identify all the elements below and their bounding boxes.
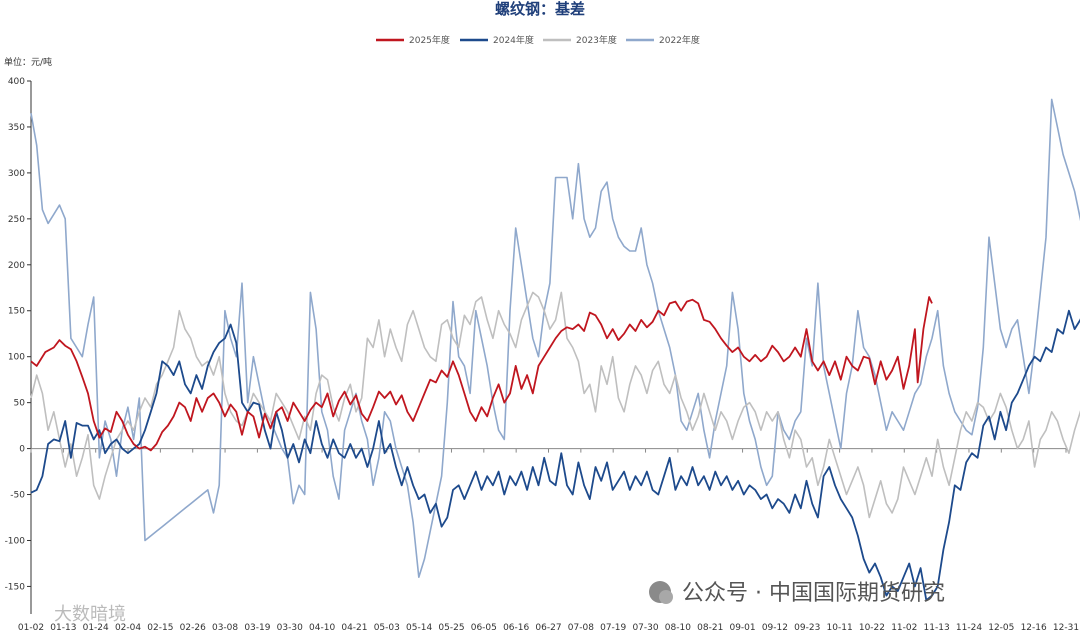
series-line-3	[30, 98, 1080, 578]
x-tick-label: 09-12	[762, 623, 788, 633]
legend-label: 2024年度	[493, 34, 534, 46]
y-tick-label: 400	[8, 77, 25, 87]
x-tick-label: 12-16	[1021, 623, 1047, 633]
y-tick-label: 250	[8, 215, 25, 225]
x-tick-label: 01-13	[50, 623, 76, 633]
x-tick-label: 02-26	[180, 623, 206, 633]
x-tick-label: 02-15	[147, 623, 173, 633]
y-axis: 400 350 300 250 200 150 100 50 0 -50 -100 -150	[5, 77, 32, 614]
x-tick-label: 07-30	[632, 623, 658, 633]
legend-label: 2022年度	[659, 34, 700, 46]
y-tick-label: 300	[8, 169, 25, 179]
x-tick-label: 04-21	[341, 623, 367, 633]
x-tick-label: 05-03	[374, 623, 400, 633]
x-tick-label: 11-24	[956, 623, 982, 633]
x-tick-label: 03-19	[244, 623, 270, 633]
y-tick-label: 350	[8, 123, 25, 133]
x-tick-label: 06-05	[471, 623, 497, 633]
y-tick-label: -150	[5, 582, 26, 592]
watermark-text: 公众号 · 中国国际期货研究	[682, 581, 945, 606]
x-tick-label: 09-01	[729, 623, 755, 633]
x-tick-label: 10-11	[827, 623, 853, 633]
series-group	[30, 98, 1080, 602]
x-tick-label: 03-30	[277, 623, 303, 633]
unit-label: 单位：元/吨	[4, 56, 52, 68]
x-tick-label: 05-14	[406, 623, 432, 633]
legend-label: 2025年度	[409, 34, 450, 46]
x-tick-label: 07-08	[568, 623, 594, 633]
x-tick-label: 03-08	[212, 623, 238, 633]
x-tick-label: 11-02	[891, 623, 917, 633]
series-line-0	[30, 296, 933, 452]
watermark: 公众号 · 中国国际期货研究	[649, 581, 945, 606]
x-tick-label: 12-31	[1053, 623, 1079, 633]
x-tick-label: 09-23	[794, 623, 820, 633]
x-tick-label: 07-19	[600, 623, 626, 633]
y-tick-label: 150	[8, 307, 25, 317]
legend-label: 2023年度	[576, 34, 617, 46]
x-tick-label: 06-27	[535, 623, 561, 633]
x-tick-label: 01-24	[83, 623, 109, 633]
corner-watermark: 大数暗境	[54, 604, 126, 625]
x-tick-label: 10-22	[859, 623, 885, 633]
y-tick-label: -50	[10, 491, 25, 501]
y-tick-label: 50	[14, 399, 26, 409]
x-tick-label: 02-04	[115, 623, 141, 633]
wechat-icon-bubble	[659, 590, 673, 604]
x-tick-label: 11-13	[924, 623, 950, 633]
series-line-1	[30, 309, 1080, 602]
x-axis: 01-02 01-13 01-24 02-04 02-15 02-26 03-08 03-19…	[18, 448, 1079, 633]
x-tick-label: 05-25	[438, 623, 464, 633]
x-tick-label: 06-16	[503, 623, 529, 633]
x-tick-label: 04-10	[309, 623, 335, 633]
x-tick-label: 01-02	[18, 623, 44, 633]
series-line-2	[30, 291, 1080, 519]
x-tick-label: 08-21	[697, 623, 723, 633]
y-tick-label: -100	[5, 536, 26, 546]
y-tick-label: 100	[8, 353, 25, 363]
x-tick-label: 12-05	[988, 623, 1014, 633]
chart-title: 螺纹钢：基差	[495, 0, 585, 18]
legend: 2025年度 2024年度 2023年度 2022年度	[376, 34, 700, 46]
x-tick-label: 08-10	[665, 623, 691, 633]
y-tick-label: 0	[19, 445, 25, 455]
y-tick-label: 200	[8, 261, 25, 271]
